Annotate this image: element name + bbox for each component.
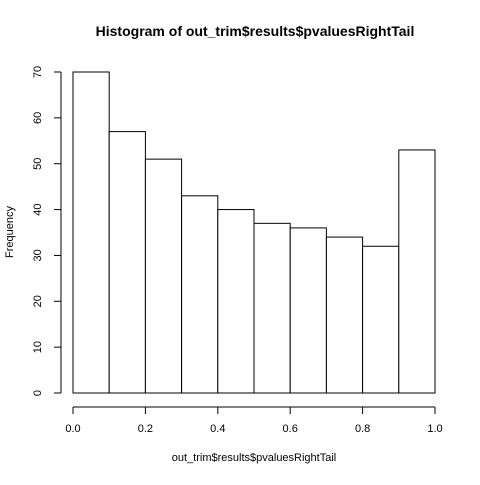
histogram-bar [144, 158, 183, 394]
x-axis: 0.0 0.2 0.4 0.6 0.8 1.0 [65, 406, 443, 435]
x-tick-label: 0.2 [138, 423, 153, 435]
y-tick-label: 50 [32, 158, 44, 170]
y-axis-label: Frequency [4, 206, 16, 258]
histogram-bar [253, 222, 291, 394]
histogram-bar [398, 149, 436, 394]
histogram-bar [289, 227, 327, 394]
chart-title: Histogram of out_trim$results$pvaluesRig… [96, 23, 415, 39]
bars-layer [72, 71, 436, 394]
histogram-bar [72, 71, 110, 394]
x-tick-label: 0.4 [210, 423, 225, 435]
x-tick-label: 0.0 [65, 423, 80, 435]
x-tick-label: 0.8 [355, 423, 370, 435]
y-tick-label: 70 [32, 66, 44, 78]
x-tick-label: 1.0 [427, 423, 442, 435]
histogram-bar [362, 245, 400, 394]
histogram-bar [108, 131, 146, 394]
y-tick-label: 60 [32, 112, 44, 124]
x-tick-label: 0.6 [283, 423, 298, 435]
y-tick-label: 30 [32, 249, 44, 261]
y-tick-label: 20 [32, 295, 44, 307]
histogram-bar [217, 209, 255, 394]
histogram-bar [181, 195, 219, 394]
y-tick-label: 10 [32, 341, 44, 353]
y-tick-label: 0 [32, 390, 44, 396]
y-axis: 0 10 20 30 40 50 60 70 [32, 66, 62, 396]
x-axis-label: out_trim$results$pvaluesRightTail [172, 452, 336, 464]
histogram-bar [325, 236, 364, 394]
y-tick-label: 40 [32, 203, 44, 215]
